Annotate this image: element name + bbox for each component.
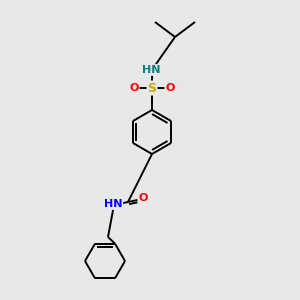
Text: O: O	[129, 83, 139, 93]
Text: O: O	[138, 193, 148, 203]
Text: O: O	[165, 83, 175, 93]
Text: HN: HN	[104, 199, 122, 209]
Text: HN: HN	[142, 65, 160, 75]
Text: S: S	[148, 82, 157, 94]
